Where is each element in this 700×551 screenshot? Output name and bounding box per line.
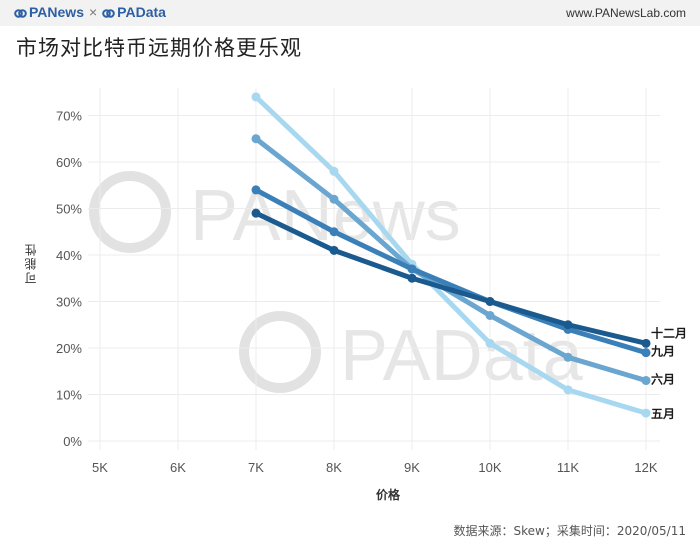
data-point	[407, 264, 417, 274]
series-line	[253, 187, 649, 356]
x-axis-label: 价格	[376, 488, 401, 502]
watermark-ring-icon	[89, 171, 171, 253]
x-tick-label: 8K	[326, 460, 342, 475]
y-tick-label: 20%	[56, 341, 82, 356]
y-axis-label: 可能性	[24, 242, 38, 284]
series-label: 五月	[651, 407, 675, 421]
data-point	[329, 245, 339, 255]
grid-layer	[88, 88, 660, 450]
series-line	[253, 94, 649, 416]
data-point	[329, 166, 339, 176]
data-point	[407, 273, 417, 283]
series-label: 九月	[650, 344, 675, 359]
watermark-1: PANews	[89, 171, 461, 256]
x-tick-label: 11K	[557, 460, 579, 475]
data-point	[641, 376, 651, 386]
data-point	[251, 185, 261, 195]
series-1: 五月	[251, 92, 675, 421]
data-point	[329, 227, 339, 237]
watermark-layer: PANews PAData	[89, 171, 584, 396]
y-tick-label: 0%	[63, 434, 82, 449]
padata-logo-icon	[102, 9, 115, 18]
series-label: 六月	[651, 372, 675, 387]
y-tick-label: 50%	[56, 202, 82, 217]
watermark-text: PANews	[190, 176, 461, 256]
data-point	[563, 352, 573, 362]
x-tick-label: 10K	[478, 460, 501, 475]
watermark-2: PAData	[239, 311, 584, 396]
brand-logos: PANews × PAData	[14, 4, 166, 20]
chart-title: 市场对比特币远期价格更乐观	[16, 36, 302, 60]
series-4: 十二月	[251, 208, 687, 348]
site-url: www.PANewsLab.com	[566, 6, 686, 20]
data-point	[641, 338, 651, 348]
y-tick-label: 10%	[56, 388, 82, 403]
y-tick-label: 70%	[56, 109, 82, 124]
data-point	[485, 310, 495, 320]
y-tick-label: 40%	[56, 248, 82, 263]
data-point	[485, 297, 495, 306]
data-point	[641, 408, 651, 418]
data-point	[329, 194, 339, 204]
y-tick-label: 30%	[56, 295, 82, 310]
panews-logo-icon	[14, 9, 27, 18]
x-tick-label: 9K	[404, 460, 420, 475]
x-tick-label: 7K	[248, 460, 264, 475]
x-tick-label: 5K	[92, 460, 108, 475]
header-bar: PANews × PAData www.PANewsLab.com	[0, 0, 700, 26]
source-note: 数据来源：Skew；采集时间：2020/05/11	[453, 524, 686, 538]
watermark-ring-icon	[239, 311, 321, 393]
x-tick-label: 12K	[634, 460, 657, 475]
data-point	[251, 92, 261, 102]
watermark-text: PAData	[340, 316, 584, 396]
data-point	[563, 385, 573, 395]
y-tick-label: 60%	[56, 155, 82, 170]
data-point	[251, 208, 261, 218]
series-line	[253, 210, 649, 346]
data-point	[563, 320, 573, 330]
x-tick-label: 6K	[170, 460, 186, 475]
brand-separator: ×	[88, 4, 98, 20]
data-point	[641, 348, 651, 358]
brand-padata: PAData	[117, 4, 166, 20]
brand-panews: PANews	[29, 4, 84, 20]
series-label: 十二月	[651, 325, 687, 340]
data-point	[251, 134, 261, 144]
tick-layer: 5K 6K 7K 8K 9K 10K 11K 12K 0% 10% 20% 30% 40% 50% 60% 7…	[56, 109, 658, 476]
data-point	[485, 338, 495, 348]
